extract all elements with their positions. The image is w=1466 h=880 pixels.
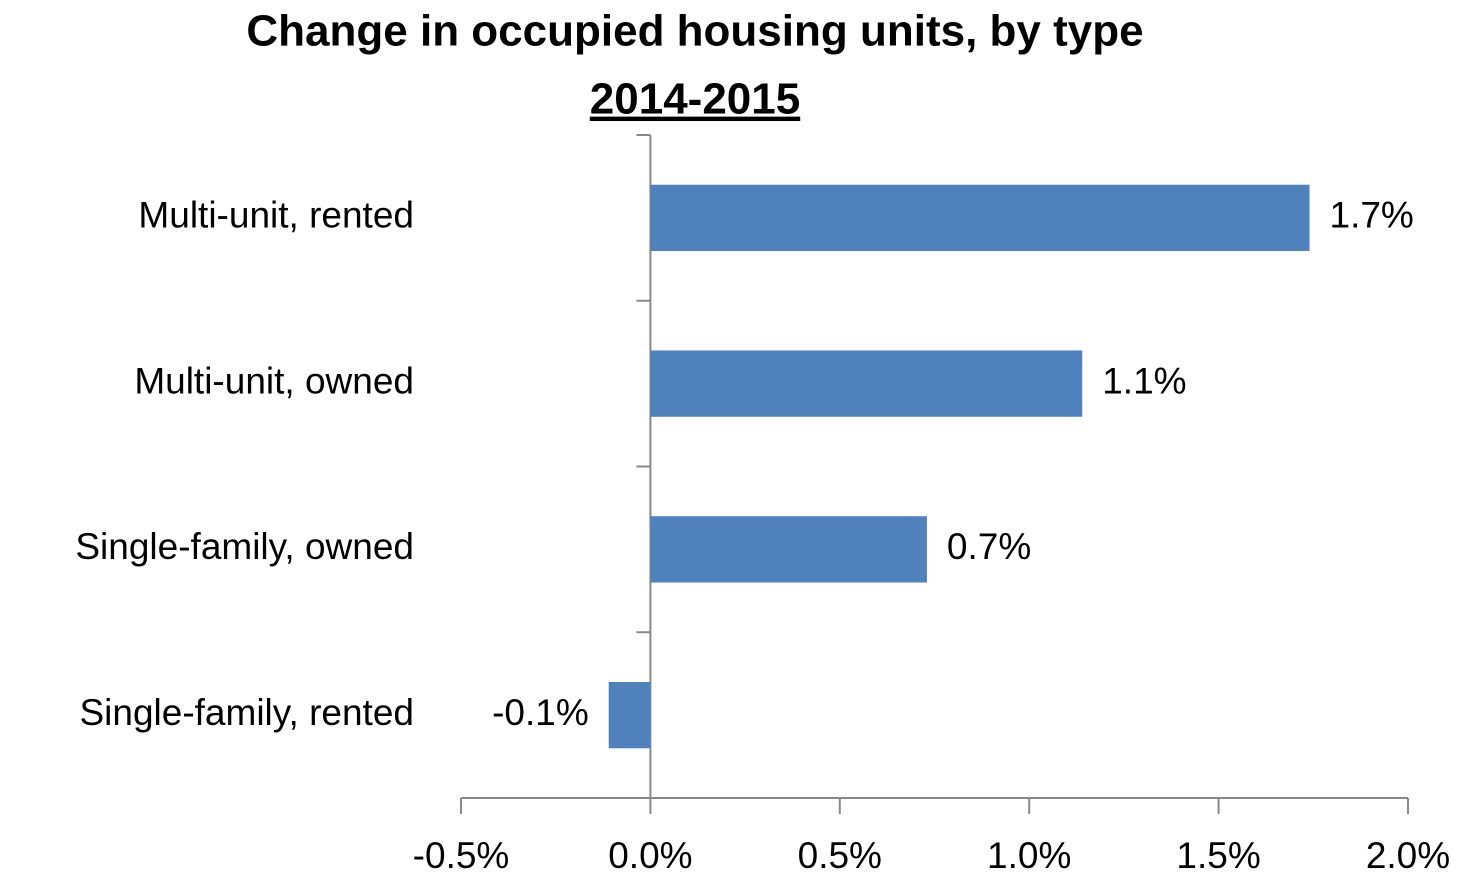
x-tick-label: 0.5% — [798, 835, 882, 876]
x-tick-label: 1.0% — [987, 835, 1071, 876]
y-tick-label: Multi-unit, owned — [134, 360, 414, 401]
data-label: 1.7% — [1330, 195, 1414, 236]
x-tick-label: 2.0% — [1366, 835, 1450, 876]
y-tick-label: Single-family, rented — [79, 692, 414, 733]
chart-subtitle: 2014-2015 — [590, 75, 800, 124]
data-label: -0.1% — [492, 692, 589, 733]
chart-title: Change in occupied housing units, by typ… — [246, 7, 1143, 56]
bar — [608, 681, 651, 749]
y-tick-label: Multi-unit, rented — [138, 195, 414, 236]
x-tick-label: 1.5% — [1176, 835, 1260, 876]
x-tick-label: 0.0% — [608, 835, 692, 876]
bar — [650, 350, 1083, 417]
bar — [650, 516, 927, 583]
y-tick-label: Single-family, owned — [75, 526, 414, 567]
data-label: 0.7% — [947, 526, 1031, 567]
bar — [650, 184, 1310, 252]
x-tick-label: -0.5% — [413, 835, 510, 876]
data-label: 1.1% — [1102, 360, 1186, 401]
